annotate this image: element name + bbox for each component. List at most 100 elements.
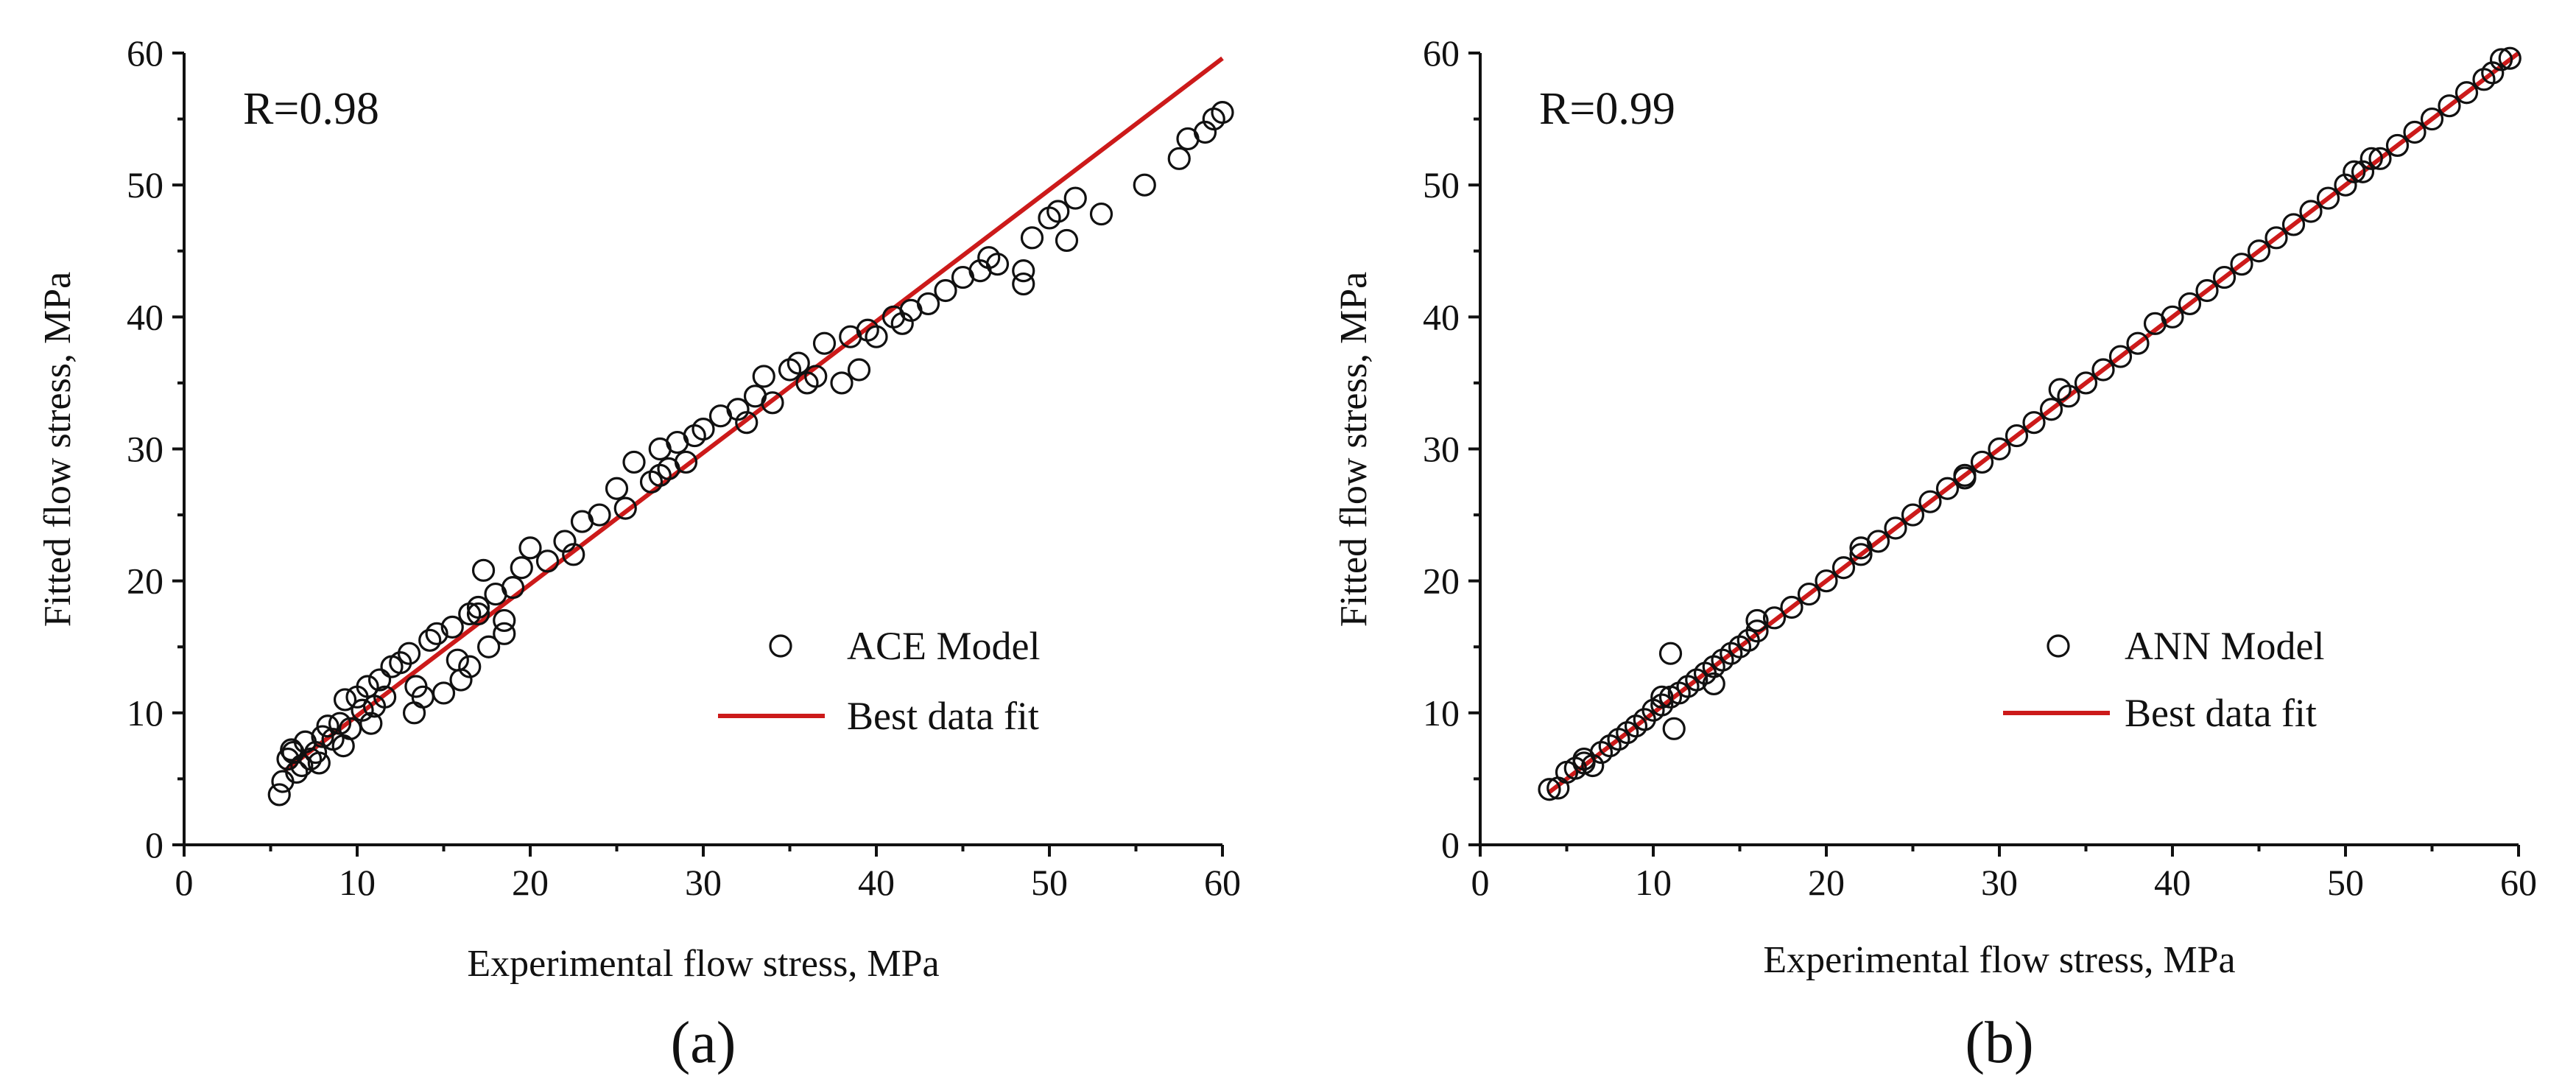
data-point-a xyxy=(466,595,490,619)
data-point-a xyxy=(916,292,940,316)
data-point-b xyxy=(1988,437,2011,461)
data-point-a xyxy=(359,712,383,735)
data-point-a xyxy=(735,411,759,435)
data-point-b xyxy=(2212,265,2237,289)
data-point-a xyxy=(812,331,837,355)
data-point-a xyxy=(1046,200,1070,223)
x-axis-title-b: Experimental flow stress, MPa xyxy=(1763,939,2235,981)
data-point-a xyxy=(440,615,464,639)
data-point-a xyxy=(267,783,291,807)
y-axis-title-b: Fitted flow stress, MPa xyxy=(1333,272,1375,627)
y-tick-label-b: 10 xyxy=(1423,692,1460,734)
axes-a: 0 10 20 30 40 50 60 0 10 20 30 40 50 60 xyxy=(127,32,1241,903)
data-point-b xyxy=(2057,384,2080,408)
data-point-b xyxy=(1849,543,1873,566)
data-point-b xyxy=(1849,536,1873,560)
data-point-b xyxy=(1650,685,1674,709)
data-point-a xyxy=(493,622,516,645)
r-value-annotation-b: R=0.99 xyxy=(1539,84,1675,134)
data-point-b xyxy=(2039,398,2063,421)
data-point-a xyxy=(1133,173,1156,197)
data-point-b xyxy=(2343,160,2366,183)
scatter-points-b xyxy=(1538,46,2522,801)
data-point-b xyxy=(2195,278,2219,303)
data-point-b xyxy=(1572,747,1596,771)
data-point-a xyxy=(276,747,300,771)
data-point-a xyxy=(373,685,397,709)
data-point-a xyxy=(553,530,577,553)
y-tick-label-a: 30 xyxy=(127,429,163,470)
data-point-b xyxy=(1745,608,1769,633)
data-point-b xyxy=(2161,305,2184,329)
data-point-a xyxy=(605,477,629,500)
data-point-a xyxy=(280,738,303,762)
x-tick-label-a: 50 xyxy=(1031,862,1068,903)
data-point-b xyxy=(2299,200,2323,223)
data-point-a xyxy=(562,543,585,566)
fit-line-group-b xyxy=(1548,51,2520,794)
legend-a: ACE Model Best data fit xyxy=(718,624,1041,738)
data-point-a xyxy=(333,688,357,712)
y-tick-label-b: 0 xyxy=(1441,824,1460,865)
y-tick-label-b: 40 xyxy=(1423,296,1460,337)
data-point-b xyxy=(1884,516,1907,540)
y-axis-title-a: Fitted flow stress, MPa xyxy=(37,272,79,627)
data-point-b xyxy=(2126,331,2150,355)
y-tick-label-a: 0 xyxy=(145,824,163,865)
x-tick-label-a: 20 xyxy=(512,862,549,903)
data-point-b xyxy=(2438,94,2461,118)
data-point-a xyxy=(847,358,871,382)
y-tick-label-a: 60 xyxy=(127,32,163,74)
scatter-points-a xyxy=(267,101,1234,807)
data-point-b xyxy=(2420,107,2444,131)
legend-label-model-b: ANN Model xyxy=(2125,624,2324,668)
data-point-a xyxy=(804,365,828,388)
y-tick-label-a: 40 xyxy=(127,296,163,337)
data-point-b xyxy=(2489,48,2513,71)
data-point-b xyxy=(1745,619,1769,643)
data-point-a xyxy=(501,576,525,600)
data-point-a xyxy=(311,725,334,748)
data-point-b xyxy=(1538,778,1561,801)
data-point-a xyxy=(1089,202,1113,226)
y-tick-label-b: 60 xyxy=(1423,32,1460,74)
x-tick-label-b: 30 xyxy=(1981,862,2018,903)
data-point-a xyxy=(726,398,750,421)
data-point-b xyxy=(2178,292,2202,316)
x-tick-label-a: 60 xyxy=(1204,862,1241,903)
y-tick-label-a: 10 xyxy=(127,692,163,734)
x-tick-label-a: 10 xyxy=(339,862,376,903)
x-axis-title-a: Experimental flow stress, MPa xyxy=(467,943,939,985)
data-point-b xyxy=(1935,477,1960,500)
data-point-a xyxy=(830,371,854,395)
data-point-a xyxy=(752,365,775,388)
data-point-b xyxy=(2230,253,2253,276)
data-point-a xyxy=(1063,186,1087,210)
data-point-b xyxy=(1901,503,1925,527)
data-point-b xyxy=(1762,606,1787,630)
data-point-a xyxy=(622,450,646,474)
axes-b: 0 10 20 30 40 50 60 0 10 20 30 40 50 60 xyxy=(1423,32,2537,903)
data-point-a xyxy=(934,278,957,303)
data-point-a xyxy=(432,681,456,705)
legend-marker-a xyxy=(769,634,792,658)
data-point-a xyxy=(476,635,501,658)
data-point-a xyxy=(316,714,339,738)
data-point-a xyxy=(1012,272,1035,296)
data-point-a xyxy=(351,698,374,722)
data-point-a xyxy=(535,549,560,573)
data-point-a xyxy=(471,558,496,582)
data-point-b xyxy=(2074,371,2098,395)
data-point-a xyxy=(613,496,637,520)
panel-label-a: (a) xyxy=(671,1011,736,1075)
data-point-a xyxy=(691,418,715,441)
data-point-a xyxy=(367,668,392,692)
legend-marker-b xyxy=(2047,634,2070,658)
data-point-a xyxy=(1055,228,1079,253)
y-tick-label-a: 50 xyxy=(127,164,163,205)
data-point-a xyxy=(1167,147,1191,170)
data-point-a xyxy=(397,642,421,665)
data-point-b xyxy=(2359,147,2383,170)
data-point-a xyxy=(281,740,305,765)
